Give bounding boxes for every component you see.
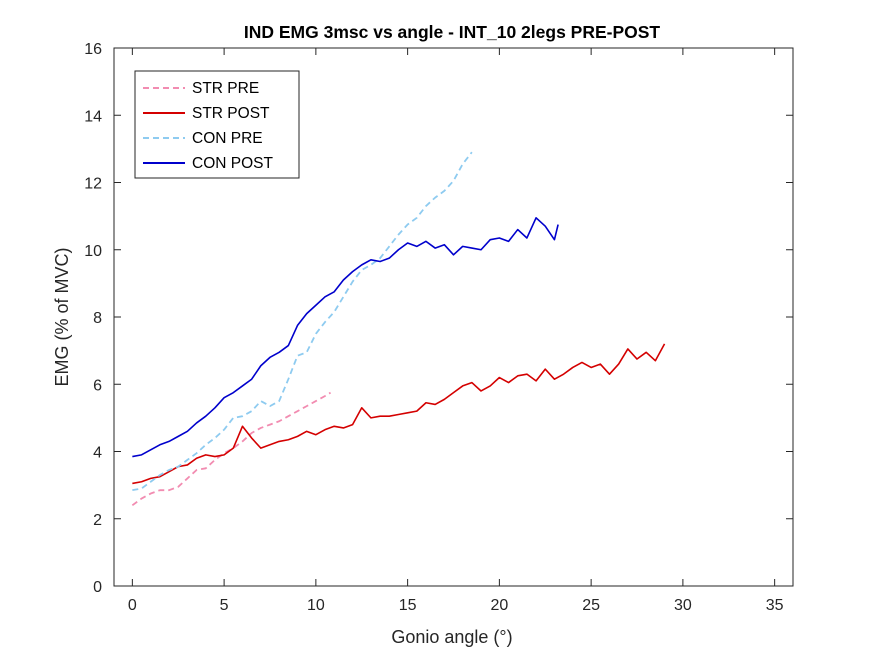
y-tick-label-2: 2: [93, 512, 102, 529]
legend-label-4: CON POST: [192, 155, 273, 172]
y-tick-label-10: 10: [84, 243, 102, 260]
chart-title: IND EMG 3msc vs angle - INT_10 2legs PRE…: [244, 22, 661, 42]
x-axis: 0 5 10 15 20 25 30 35: [128, 48, 784, 614]
series-line-2: [132, 343, 666, 485]
x-tick-label-20: 20: [490, 597, 508, 614]
legend-label-2: STR POST: [192, 105, 270, 122]
x-tick-label-5: 5: [220, 597, 229, 614]
legend-label-3: CON PRE: [192, 130, 263, 147]
series-line-4: [132, 217, 559, 458]
y-tick-label-12: 12: [84, 176, 102, 193]
y-tick-label-14: 14: [84, 108, 102, 125]
y-axis-label: EMG (% of MVC): [52, 247, 72, 386]
x-tick-label-10: 10: [307, 597, 325, 614]
y-tick-label-8: 8: [93, 310, 102, 327]
x-tick-label-0: 0: [128, 597, 137, 614]
y-tick-label-4: 4: [93, 445, 102, 462]
x-tick-label-25: 25: [582, 597, 600, 614]
y-tick-label-0: 0: [93, 579, 102, 596]
y-axis: 0 2 4 6 8 10 12 14 16: [84, 41, 793, 596]
y-tick-label-16: 16: [84, 41, 102, 58]
x-tick-label-15: 15: [399, 597, 417, 614]
legend-box: [134, 70, 300, 179]
x-axis-label: Gonio angle (°): [391, 627, 512, 647]
legend: STR PRE STR POST CON PRE CON POST: [134, 70, 300, 179]
x-tick-label-35: 35: [766, 597, 784, 614]
legend-label-1: STR PRE: [192, 80, 259, 97]
y-tick-label-6: 6: [93, 377, 102, 394]
data-series-group: [131, 151, 666, 507]
x-tick-label-30: 30: [674, 597, 692, 614]
series-line-3: [132, 151, 473, 492]
